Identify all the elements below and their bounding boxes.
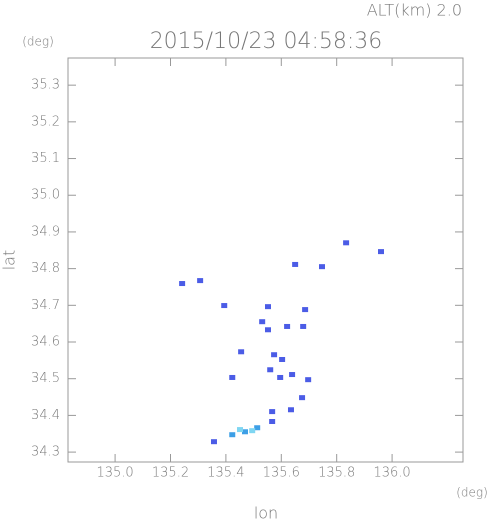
y-tick-label: 35.0 bbox=[31, 188, 60, 203]
y-tick-label: 35.1 bbox=[31, 151, 60, 166]
x-tick-label: 135.0 bbox=[96, 466, 133, 481]
echo-cell bbox=[210, 439, 217, 445]
echo-cell bbox=[264, 327, 271, 333]
altitude-label: ALT(km) 2.0 bbox=[367, 1, 462, 20]
y-tick-label: 34.8 bbox=[31, 261, 60, 276]
y-tick-label: 34.4 bbox=[31, 408, 60, 423]
x-tick-label: 135.2 bbox=[152, 466, 189, 481]
echo-cell bbox=[264, 304, 271, 310]
x-tick-label: 136.0 bbox=[373, 466, 410, 481]
echo-cell bbox=[300, 323, 307, 329]
echo-cell bbox=[259, 319, 266, 325]
y-tick-label: 34.5 bbox=[31, 371, 60, 386]
echo-cell bbox=[249, 428, 256, 434]
x-tick-label: 135.4 bbox=[207, 466, 244, 481]
echo-cell bbox=[242, 429, 249, 435]
echo-cell bbox=[319, 264, 326, 270]
y-tick-label: 34.3 bbox=[31, 445, 60, 460]
x-axis-label: lon bbox=[254, 504, 278, 521]
plot-frame bbox=[67, 57, 464, 463]
x-tick-label: 135.6 bbox=[263, 466, 300, 481]
x-tick-label: 135.8 bbox=[318, 466, 355, 481]
x-unit: (deg) bbox=[456, 486, 488, 500]
echo-cell bbox=[292, 261, 299, 267]
echo-cell bbox=[269, 409, 276, 415]
echo-cell bbox=[179, 281, 186, 287]
echo-cell bbox=[254, 425, 261, 431]
chart-title: 2015/10/23 04:58:36 bbox=[150, 29, 383, 54]
y-tick-label: 34.9 bbox=[31, 224, 60, 239]
echo-cell bbox=[229, 432, 236, 438]
y-axis-label: lat bbox=[0, 250, 19, 271]
echo-cell bbox=[378, 249, 385, 255]
echo-cell bbox=[221, 303, 228, 309]
echo-cell bbox=[289, 372, 296, 378]
echo-cell bbox=[237, 427, 244, 433]
echo-cell bbox=[277, 374, 284, 380]
echo-cell bbox=[271, 352, 278, 358]
echo-cell bbox=[287, 407, 294, 413]
y-tick-label: 34.6 bbox=[31, 335, 60, 350]
echo-cell bbox=[279, 356, 286, 362]
y-tick-label: 34.7 bbox=[31, 298, 60, 313]
echo-cell bbox=[284, 323, 291, 329]
y-tick-label: 35.2 bbox=[31, 114, 60, 129]
y-tick-label: 35.3 bbox=[31, 78, 60, 93]
echo-cell bbox=[197, 278, 204, 284]
echo-cell bbox=[269, 419, 276, 425]
echo-cell bbox=[343, 240, 350, 246]
echo-cell bbox=[302, 307, 309, 313]
echo-cell bbox=[299, 395, 306, 401]
y-unit: (deg) bbox=[22, 35, 54, 49]
echo-cell bbox=[267, 367, 274, 373]
echo-cell bbox=[238, 349, 245, 355]
echo-cell bbox=[229, 374, 236, 380]
echo-cell bbox=[305, 377, 312, 383]
